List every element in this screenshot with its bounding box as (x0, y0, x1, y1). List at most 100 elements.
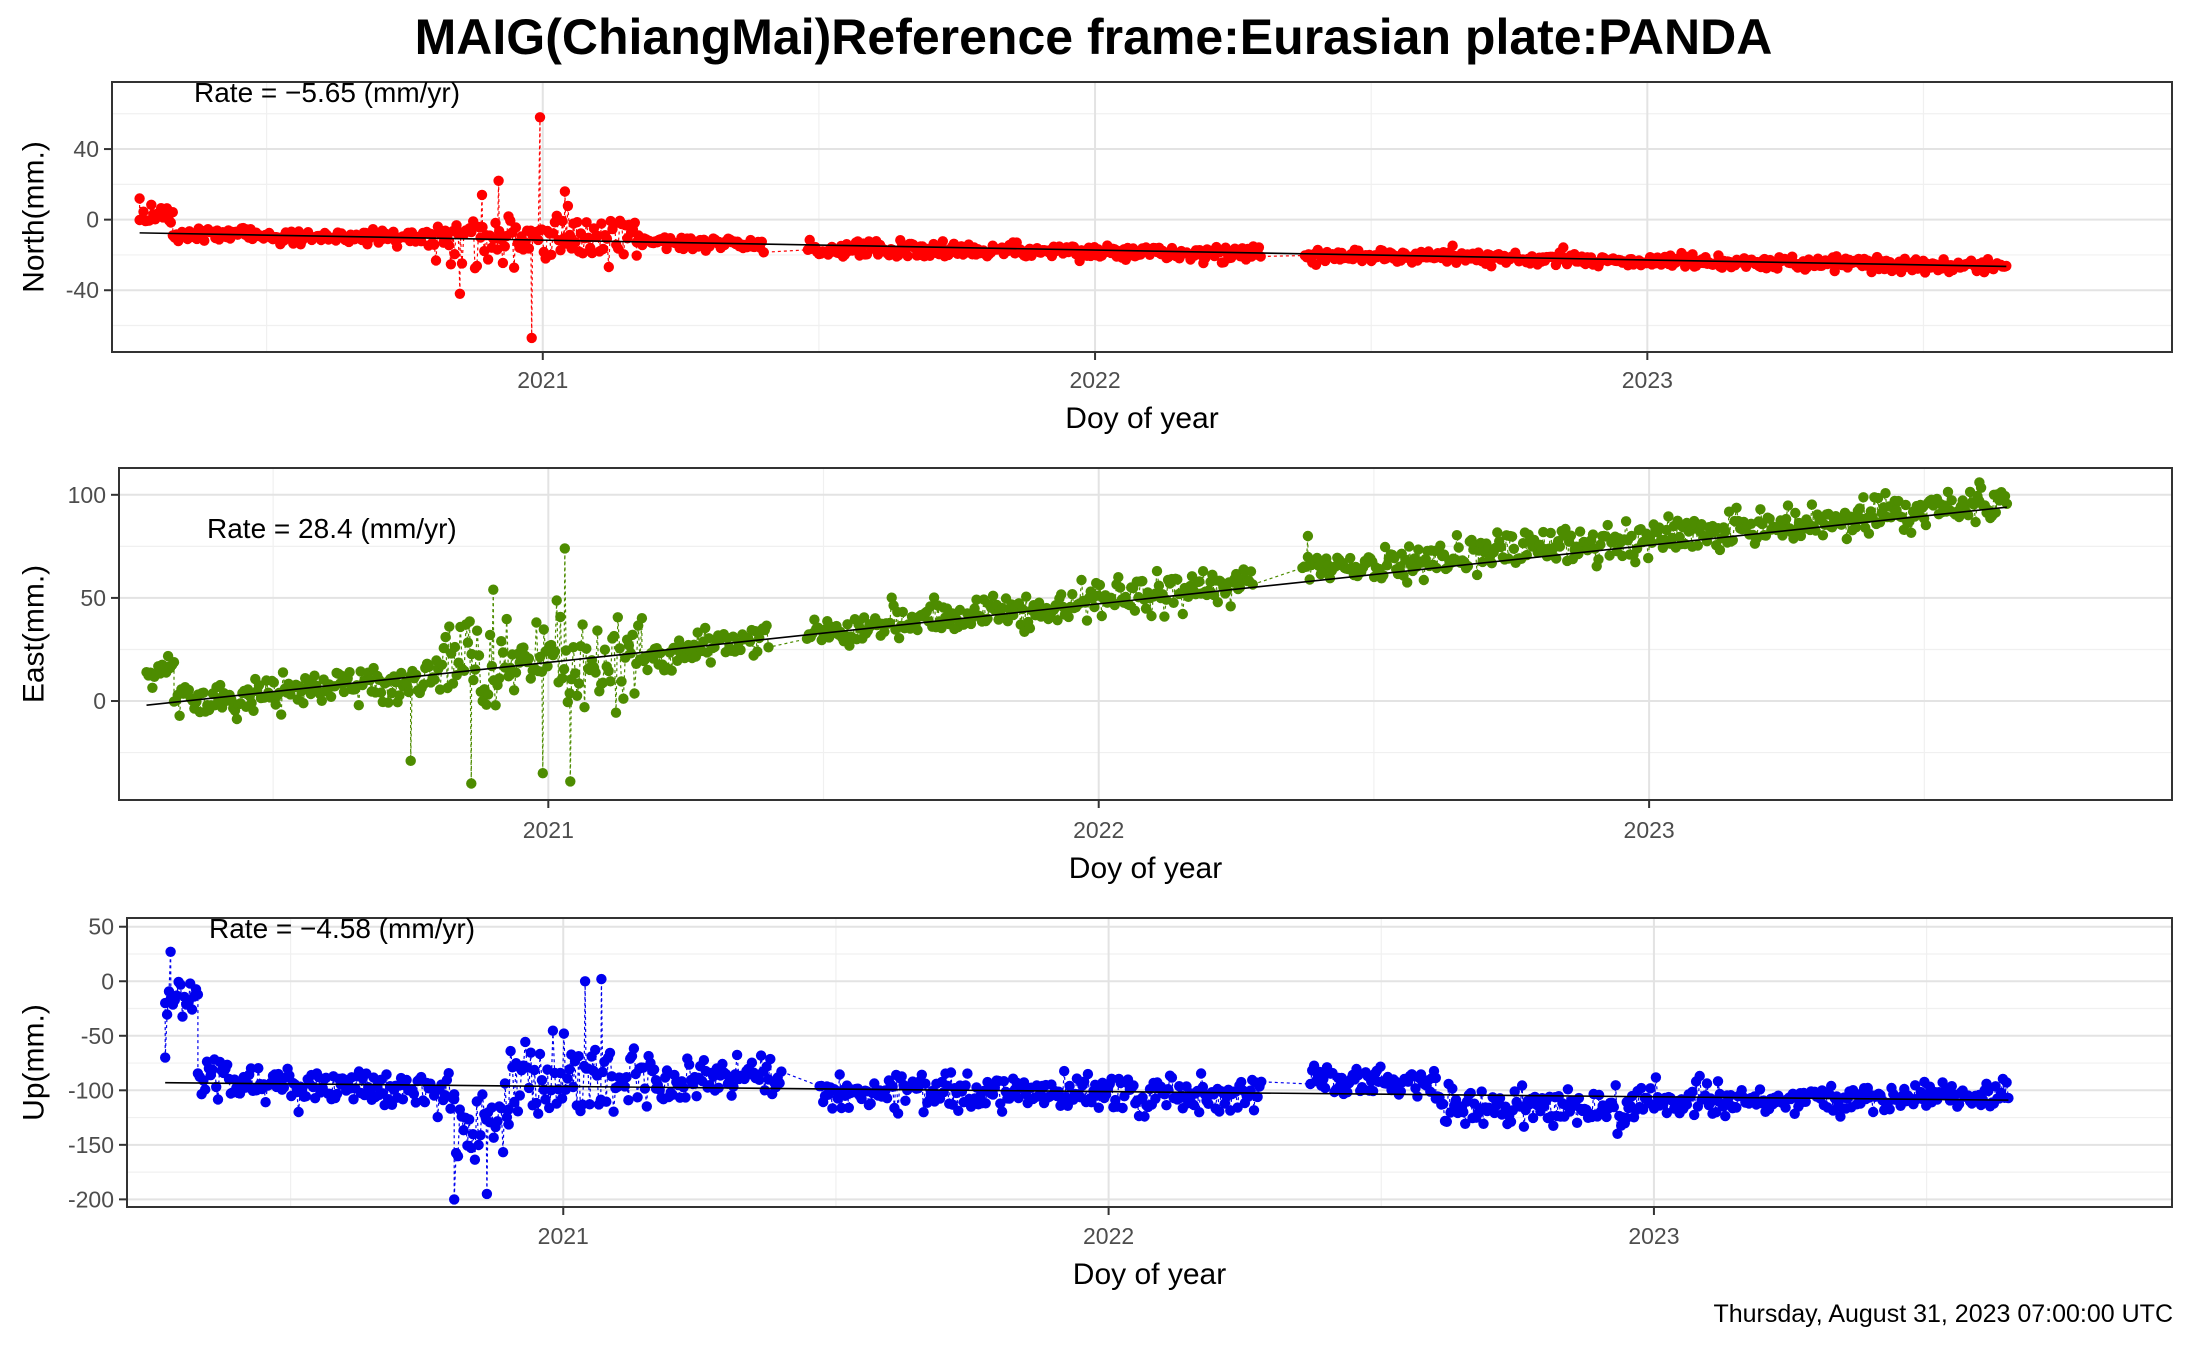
data-point (960, 1080, 971, 1091)
data-point (577, 1099, 588, 1110)
data-point (1854, 503, 1865, 514)
data-point (493, 175, 504, 186)
data-point (618, 249, 629, 260)
data-point (627, 629, 638, 640)
data-point (186, 1004, 198, 1015)
data-point (623, 1095, 634, 1106)
data-point (501, 613, 512, 625)
data-point (396, 667, 407, 679)
data-point (1418, 574, 1430, 586)
data-point (466, 226, 477, 238)
data-point (138, 206, 149, 217)
data-point (1626, 530, 1637, 542)
data-point (1764, 513, 1775, 524)
data-point (962, 1068, 973, 1079)
data-point (1375, 1061, 1386, 1072)
data-point (763, 642, 774, 653)
data-point (1920, 519, 1932, 531)
data-point (494, 225, 505, 237)
data-point (477, 221, 488, 233)
data-point (497, 647, 509, 658)
data-point (481, 699, 492, 710)
data-point (590, 1044, 601, 1056)
data-point (1884, 1104, 1895, 1115)
data-point (1093, 1102, 1105, 1114)
data-point (1471, 569, 1483, 581)
data-point (598, 243, 609, 255)
data-point (401, 1074, 412, 1086)
data-point (896, 1071, 907, 1082)
x-tick-label: 2021 (517, 367, 568, 393)
trend-line (139, 232, 2007, 268)
data-point (481, 1188, 493, 1200)
data-point (1342, 1087, 1353, 1098)
data-point (1720, 526, 1731, 537)
data-point (1509, 1086, 1520, 1097)
data-point (1151, 565, 1163, 577)
data-point (496, 636, 507, 647)
data-point (452, 1151, 464, 1162)
data-point (1410, 1083, 1421, 1094)
data-point (610, 707, 622, 718)
data-point (309, 670, 320, 681)
data-point (557, 673, 568, 684)
data-point (893, 633, 905, 644)
data-point (368, 662, 379, 674)
data-point (573, 678, 585, 689)
data-point (1505, 1116, 1517, 1128)
data-point (447, 678, 459, 689)
data-point (809, 614, 820, 625)
data-point (1527, 1112, 1539, 1124)
trend-line (165, 1081, 2009, 1101)
data-point (887, 1081, 898, 1093)
data-point (1554, 541, 1566, 552)
data-point (1033, 597, 1045, 608)
data-point (1064, 1080, 1075, 1092)
data-point (755, 1050, 767, 1061)
data-point (1451, 530, 1463, 541)
data-point (953, 1105, 964, 1117)
rate-annotation: Rate = −4.58 (mm/yr) (209, 913, 475, 944)
data-point (1225, 601, 1236, 612)
x-tick-label: 2022 (1073, 817, 1124, 843)
data-point (1447, 1083, 1458, 1094)
data-point (1413, 544, 1424, 555)
data-point (918, 1107, 929, 1118)
data-point (596, 218, 607, 229)
data-point (1601, 1111, 1612, 1123)
data-point (1063, 611, 1074, 623)
data-point (995, 1098, 1006, 1109)
x-tick-label: 2023 (1628, 1223, 1679, 1249)
data-point (475, 1130, 486, 1141)
data-point (1714, 544, 1726, 556)
data-point (572, 217, 583, 228)
data-point (408, 1088, 420, 1100)
data-point (1128, 1080, 1139, 1091)
data-point (980, 1098, 991, 1109)
data-point (482, 254, 494, 265)
data-point (679, 652, 690, 664)
data-point (573, 1051, 584, 1062)
data-point (1720, 1110, 1731, 1122)
data-point (165, 217, 176, 228)
data-point (1394, 561, 1406, 572)
data-point (443, 240, 455, 251)
x-tick-label: 2023 (1624, 817, 1675, 843)
data-point (542, 661, 553, 672)
data-point (499, 241, 510, 252)
data-point (503, 1104, 514, 1115)
data-point (1197, 566, 1209, 577)
data-point (499, 1078, 511, 1089)
data-point (537, 768, 548, 779)
data-point (1602, 519, 1613, 531)
data-point (1516, 1080, 1528, 1091)
data-point (503, 1119, 514, 1130)
data-point (684, 1059, 695, 1070)
data-point (900, 1095, 911, 1107)
data-point (1067, 589, 1078, 600)
y-tick-label: 0 (86, 207, 99, 233)
data-point (316, 695, 327, 706)
data-point (700, 622, 711, 634)
data-point (1462, 560, 1474, 572)
data-point (1402, 577, 1413, 588)
